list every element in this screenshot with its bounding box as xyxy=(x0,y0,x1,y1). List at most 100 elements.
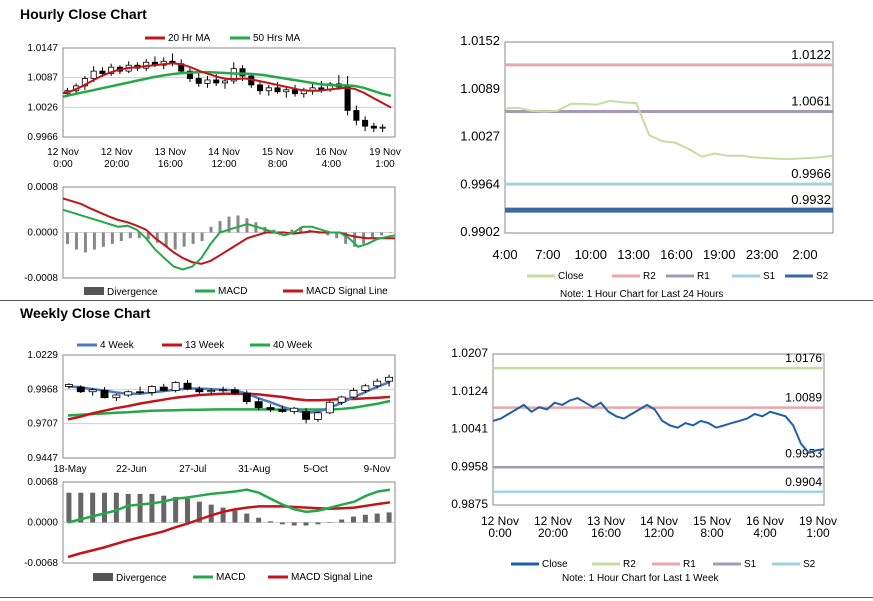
weekly-candle xyxy=(337,396,346,403)
weekly-divergence-bar xyxy=(66,492,72,523)
hourly-close-ytick: 0.9902 xyxy=(460,224,500,239)
hourly-divergence-bar xyxy=(155,232,159,243)
hourly-candle-xtick: 12 Nov 20:00 xyxy=(101,147,133,170)
weekly-divergence-bar xyxy=(196,501,202,523)
hourly-candle xyxy=(283,89,290,93)
hourly-close-ytick: 0.9964 xyxy=(460,176,500,191)
weekly-divergence-bar xyxy=(125,493,131,523)
hourly-level-r2-label: 1.0122 xyxy=(791,47,831,62)
weekly-close-xtick: 16 Nov 4:00 xyxy=(746,514,784,540)
weekly-candle-ytick: 0.9447 xyxy=(27,453,58,464)
weekly-candle xyxy=(278,409,287,412)
hourly-legend-signal-label: MACD Signal Line xyxy=(306,286,388,297)
hourly-candle-xtick: 13 Nov 16:00 xyxy=(154,147,186,170)
hourly-close-ytick: 1.0152 xyxy=(460,33,500,48)
hourly-candle xyxy=(379,126,386,129)
weekly-candle-xtick: 22-Jun xyxy=(116,464,147,475)
weekly-candle-xtick: 5-Oct xyxy=(303,464,328,475)
hourly-close-frame xyxy=(504,41,834,234)
weekly-close-ytick: 1.0124 xyxy=(451,384,488,398)
weekly-legend-signal-label: MACD Signal Line xyxy=(291,572,373,583)
weekly-close-line xyxy=(492,397,825,454)
weekly-divergence-bar xyxy=(339,519,345,523)
weekly-legend-macd-label: MACD xyxy=(216,572,245,583)
weekly-candle-xtick: 9-Nov xyxy=(364,464,391,475)
hourly-candle xyxy=(256,84,264,92)
weekly-divergence-bar xyxy=(185,498,190,523)
weekly-section-title: Weekly Close Chart xyxy=(20,305,151,321)
weekly-candle xyxy=(349,390,358,398)
hourly-macd-ytick: 0.0000 xyxy=(27,228,58,239)
hourly-candle-ytick: 1.0087 xyxy=(27,73,58,84)
weekly-divergence-bar xyxy=(137,493,143,523)
weekly-candle xyxy=(373,380,382,387)
weekly-divergence-bar xyxy=(351,516,356,523)
weekly-candle xyxy=(100,390,109,399)
hourly-candle xyxy=(204,79,211,84)
weekly-close-legend-close-label: Close xyxy=(542,559,568,570)
hourly-candle xyxy=(221,80,229,84)
hourly-divergence-bar xyxy=(389,232,393,233)
hourly-candle xyxy=(370,125,377,129)
weekly-candle xyxy=(207,390,216,393)
hourly-divergence-bar xyxy=(128,232,132,239)
weekly-macd-ytick: 0.0000 xyxy=(27,518,58,529)
weekly-candle xyxy=(136,391,145,394)
hourly-close-legend-close-label: Close xyxy=(558,271,584,282)
weekly-legend-divergence-label: Divergence xyxy=(116,573,167,584)
hourly-candle xyxy=(213,79,220,84)
weekly-candle xyxy=(242,392,251,403)
weekly-candle-xtick: 18-May xyxy=(53,464,86,475)
weekly-candle xyxy=(325,401,334,414)
weekly-13wk-line xyxy=(67,392,391,421)
hourly-close-xtick: 23:00 xyxy=(746,247,779,262)
hourly-close-legend-r1-label: R1 xyxy=(697,271,710,282)
hourly-divergence-bar xyxy=(200,232,204,242)
weekly-candle xyxy=(219,389,228,392)
weekly-divergence-bar xyxy=(90,492,96,523)
hourly-close-xtick: 13:00 xyxy=(617,247,650,262)
hourly-close-xtick: 2:00 xyxy=(792,247,817,262)
hourly-candle-ytick: 1.0026 xyxy=(27,102,58,113)
weekly-close-xtick: 12 Nov 20:00 xyxy=(534,514,572,540)
weekly-divergence-bar xyxy=(268,521,273,523)
weekly-candle xyxy=(313,412,322,420)
weekly-close-legend-r1-label: R1 xyxy=(683,559,696,570)
weekly-signal-line xyxy=(67,501,391,559)
weekly-close-xtick: 14 Nov 12:00 xyxy=(640,514,678,540)
hourly-close-xtick: 16:00 xyxy=(660,247,693,262)
weekly-candle xyxy=(64,384,73,387)
hourly-close-xtick: 19:00 xyxy=(703,247,736,262)
weekly-divergence-bar xyxy=(220,507,226,523)
section-divider xyxy=(0,300,873,301)
hourly-close-xtick: 10:00 xyxy=(574,247,607,262)
hourly-divergence-bar xyxy=(101,232,105,247)
hourly-candle xyxy=(274,87,281,93)
hourly-close-xtick: 7:00 xyxy=(535,247,560,262)
weekly-macd-line xyxy=(67,488,391,524)
weekly-candle xyxy=(76,386,85,393)
hourly-candle xyxy=(99,70,106,74)
weekly-candle xyxy=(302,411,311,420)
hourly-candle-ytick: 0.9966 xyxy=(27,132,58,143)
hourly-candle xyxy=(265,87,272,92)
weekly-divergence-bar xyxy=(232,510,238,523)
weekly-level-s2-label: 0.9904 xyxy=(785,475,822,489)
weekly-legend-13wk-label: 13 Week xyxy=(185,340,225,351)
weekly-divergence-bar xyxy=(113,492,119,523)
hourly-divergence-bar xyxy=(182,232,186,247)
hourly-close-line xyxy=(504,99,834,160)
hourly-candle xyxy=(186,70,194,79)
weekly-candle xyxy=(230,389,239,394)
hourly-divergence-bar xyxy=(92,232,96,250)
hourly-divergence-bar xyxy=(191,232,195,244)
weekly-candle xyxy=(147,386,156,393)
weekly-candle-ytick: 0.9707 xyxy=(27,419,58,430)
hourly-candle xyxy=(353,110,360,121)
weekly-close-xtick: 12 Nov 0:00 xyxy=(481,514,519,540)
weekly-divergence-bar xyxy=(374,513,380,523)
weekly-legend-divergence-swatch xyxy=(93,573,113,581)
hourly-level-s1-label: 0.9966 xyxy=(791,166,831,181)
hourly-close-legend-s1-label: S1 xyxy=(763,271,776,282)
